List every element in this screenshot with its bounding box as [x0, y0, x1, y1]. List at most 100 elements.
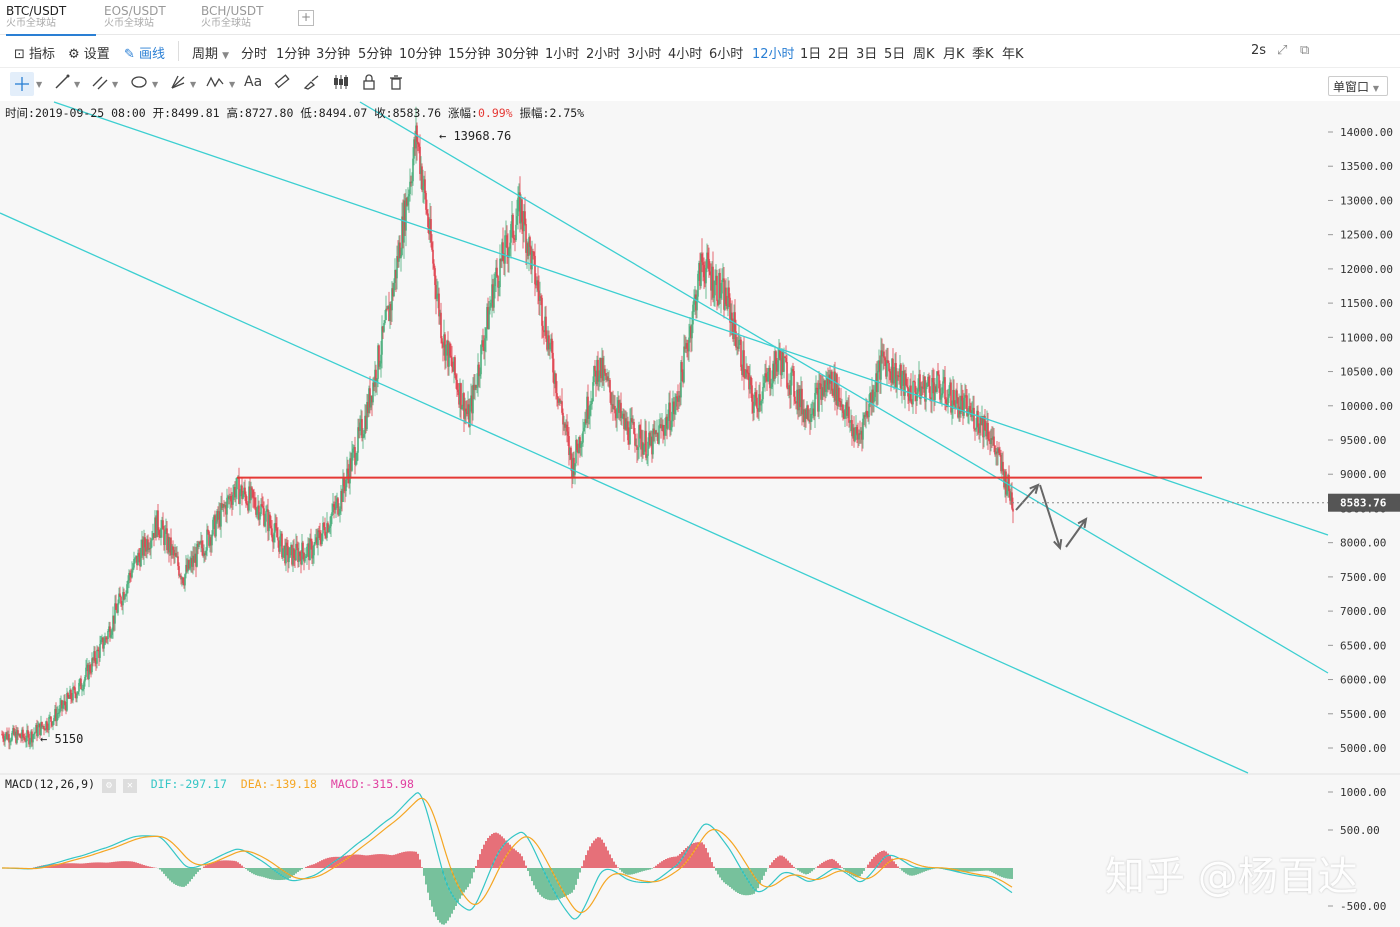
candle-body [876, 373, 878, 393]
candle-body [727, 287, 729, 309]
fullscreen-icon[interactable]: ⤢ [1277, 43, 1288, 58]
macd-close-icon[interactable]: ✕ [122, 779, 137, 793]
chart-area[interactable]: 14000.00 13500.00 13000.00 12500.00 12000.00… [0, 101, 1400, 927]
wave-icon[interactable] [206, 74, 226, 94]
period-option[interactable]: 30分钟 [496, 47, 539, 62]
candle-body [260, 504, 262, 515]
tab-exchange-label: 火币全球站 [104, 18, 154, 29]
symbol-tabbar: BTC/USDT 火币全球站 EOS/USDT 火币全球站 BCH/USDT 火… [0, 0, 1400, 36]
period-option[interactable]: 10分钟 [399, 47, 442, 62]
candle-body [2, 734, 4, 739]
candle-body [499, 258, 501, 287]
tab-btc-usdt[interactable]: BTC/USDT 火币全球站 [6, 4, 96, 36]
period-option[interactable]: 3分钟 [316, 47, 351, 62]
popout-icon[interactable]: ⧉ [1300, 43, 1310, 58]
candle-body [392, 288, 394, 297]
candle-body [920, 386, 922, 399]
period-option[interactable]: 5日 [884, 47, 906, 62]
candle-body [901, 374, 903, 390]
period-option[interactable]: 月K [943, 47, 965, 62]
caret-down-icon[interactable]: ▼ [74, 80, 81, 89]
period-option[interactable]: 分时 [241, 47, 268, 62]
caret-down-icon[interactable]: ▼ [152, 80, 159, 89]
candle-body [391, 288, 393, 311]
candle-body [201, 540, 203, 549]
candle-body [916, 393, 918, 402]
period-option[interactable]: 5分钟 [358, 47, 393, 62]
candle-body [510, 223, 512, 243]
caret-down-icon[interactable]: ▼ [190, 80, 197, 89]
window-mode-select[interactable]: 单窗口 ▼ [1328, 76, 1388, 96]
candle-body [341, 490, 343, 502]
candle-body [97, 649, 99, 651]
period-option[interactable]: 1分钟 [276, 47, 311, 62]
candle-icon[interactable] [332, 74, 350, 94]
fork-icon[interactable] [170, 74, 186, 94]
candle-body [991, 438, 993, 440]
arrow-head [1029, 483, 1040, 494]
candle-body [707, 252, 709, 259]
time-value: 2019-09-25 08:00 [34, 106, 146, 120]
text-icon[interactable]: Aa [244, 74, 263, 90]
period-option[interactable]: 2日 [828, 47, 850, 62]
crosshair-icon[interactable] [10, 72, 34, 96]
tab-bch-usdt[interactable]: BCH/USDT 火币全球站 [201, 4, 291, 34]
candle-body [294, 558, 296, 561]
refresh-interval[interactable]: 2s [1251, 43, 1267, 58]
candle-body [409, 181, 411, 195]
period-option[interactable]: 3日 [856, 47, 878, 62]
candle-body [873, 397, 875, 403]
period-option[interactable]: 年K [1002, 47, 1024, 62]
lock-icon[interactable] [361, 74, 377, 94]
caret-down-icon[interactable]: ▼ [229, 80, 236, 89]
candle-body [100, 639, 102, 644]
candle-body [109, 626, 111, 638]
draw-button[interactable]: ✎ 画线 [124, 43, 165, 62]
candle-body [74, 687, 76, 694]
parallel-channel-icon[interactable] [92, 74, 108, 94]
candle-body [868, 403, 870, 418]
candle-body [651, 436, 653, 455]
candle-body [207, 529, 209, 532]
period-option[interactable]: 2小时 [586, 47, 621, 62]
indicator-button[interactable]: ⊡ 指标 [14, 43, 55, 62]
period-option[interactable]: 季K [972, 47, 994, 62]
period-option[interactable]: 6小时 [709, 47, 744, 62]
price-chart[interactable]: 14000.00 13500.00 13000.00 12500.00 12000.00… [0, 101, 1400, 927]
candle-body [149, 548, 151, 550]
candle-body [918, 374, 920, 390]
candle-body [640, 429, 642, 450]
period-dropdown[interactable]: 周期 ▼ [192, 43, 229, 62]
trash-icon[interactable] [388, 74, 404, 94]
candle-body [176, 556, 178, 558]
period-option[interactable]: 12小时 [752, 47, 795, 62]
candle-body [90, 671, 92, 673]
candle-body [166, 528, 168, 551]
period-option[interactable]: 1日 [800, 47, 822, 62]
candle-body [353, 447, 355, 449]
candle-body [858, 433, 860, 440]
period-option[interactable]: 1小时 [545, 47, 580, 62]
candle-body [795, 401, 797, 404]
tab-eos-usdt[interactable]: EOS/USDT 火币全球站 [104, 4, 194, 34]
macd-settings-icon[interactable]: ⚙ [101, 779, 116, 793]
ruler-icon[interactable] [274, 74, 290, 94]
candle-body [360, 419, 362, 423]
candle-body [734, 312, 736, 332]
line-icon[interactable] [54, 74, 70, 94]
caret-down-icon[interactable]: ▼ [36, 80, 43, 89]
candle-body [704, 277, 706, 284]
candle-body [424, 179, 426, 193]
candle-body [508, 248, 510, 258]
period-option[interactable]: 15分钟 [448, 47, 491, 62]
caret-down-icon[interactable]: ▼ [112, 80, 119, 89]
settings-button[interactable]: ⚙ 设置 [68, 43, 110, 62]
add-tab-button[interactable]: + [298, 10, 314, 26]
brush-icon[interactable] [303, 74, 321, 94]
period-option[interactable]: 3小时 [627, 47, 662, 62]
circle-icon[interactable] [130, 74, 148, 94]
period-option[interactable]: 4小时 [668, 47, 703, 62]
candle-body [436, 294, 438, 299]
period-option[interactable]: 周K [913, 47, 935, 62]
candle-body [423, 179, 425, 187]
